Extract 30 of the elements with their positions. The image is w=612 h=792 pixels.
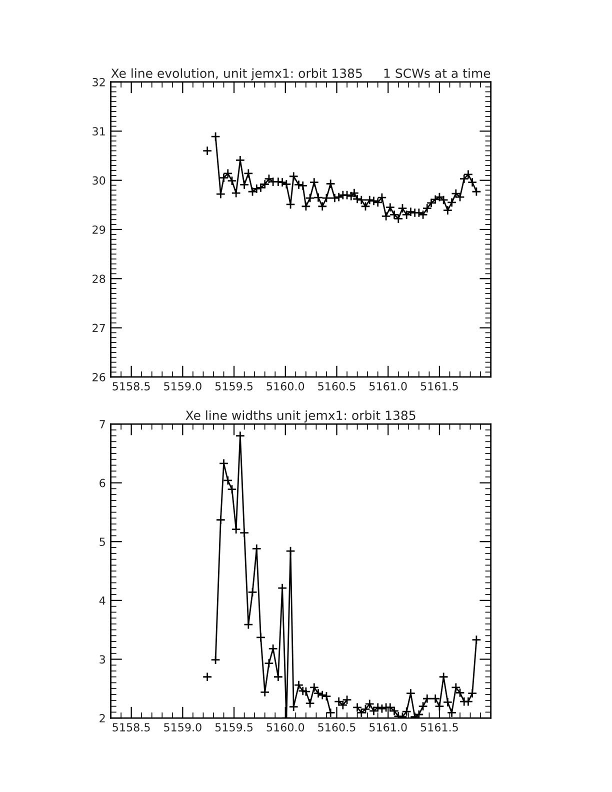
chart-title: Xe line evolution, unit jemx1: orbit 1385 [111,68,362,80]
y-tick-label: 5 [100,538,105,546]
chart-title: Xe line widths unit jemx1: orbit 1385 [186,410,416,422]
x-tick-label: 5160.0 [266,382,304,390]
x-tick-label: 5158.5 [112,723,150,732]
y-tick-label: 27 [92,324,105,332]
y-tick-label: 2 [100,714,105,722]
y-tick-label: 28 [92,274,106,284]
x-tick-label: 5161.0 [370,723,407,732]
x-tick-label: 5159.5 [215,723,252,732]
y-tick-label: 31 [92,127,105,136]
y-tick-label: 3 [100,655,106,664]
x-tick-label: 5160.5 [318,723,356,732]
x-tick-label: 5161.5 [420,723,458,732]
x-tick-label: 5161.0 [370,382,407,390]
y-tick-label: 7 [100,420,105,428]
x-tick-label: 5160.5 [318,382,356,390]
y-tick-label: 32 [92,78,105,86]
y-tick-label: 4 [99,596,106,605]
x-tick-label: 5159.5 [215,382,252,390]
x-tick-label: 5159.0 [164,723,202,732]
x-tick-label: 5160.0 [266,723,304,732]
y-tick-label: 29 [92,225,106,234]
chart-subtitle: 1 SCWs at a time [384,68,490,78]
y-tick-label: 6 [100,478,106,488]
y-tick-label: 26 [92,372,106,382]
x-tick-label: 5161.5 [420,382,458,390]
x-tick-label: 5159.0 [164,382,202,390]
x-tick-label: 5158.5 [112,382,150,390]
y-tick-label: 30 [92,176,106,185]
